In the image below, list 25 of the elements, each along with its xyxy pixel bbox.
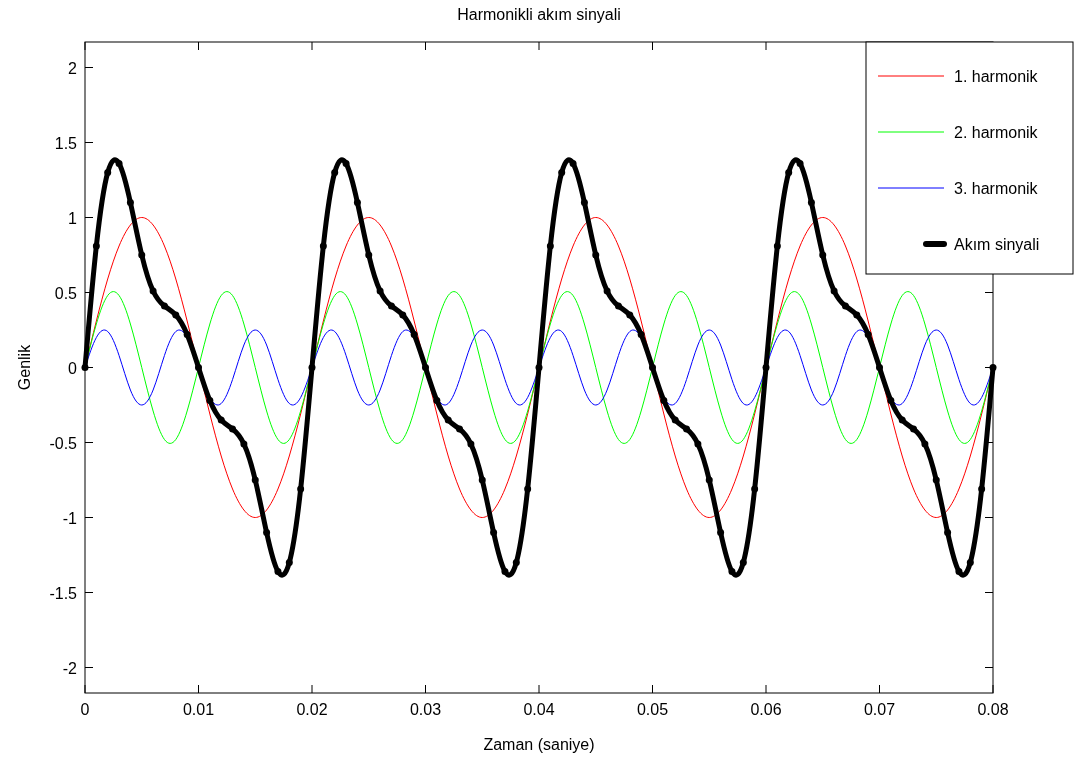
y-tick-label: 0 [68, 359, 78, 377]
legend-label: 1. harmonik [954, 68, 1039, 85]
y-tick-label: -1.5 [49, 584, 78, 602]
y-tick-label: -0.5 [49, 434, 78, 452]
x-tick-label: 0 [80, 701, 90, 718]
x-tick-label: 0.04 [523, 701, 555, 718]
legend-label: 2. harmonik [954, 124, 1039, 141]
x-axis-title: Zaman (saniye) [483, 736, 595, 753]
x-tick-label: 0.07 [863, 701, 896, 718]
y-tick-label: 1.5 [54, 134, 78, 152]
chart-title: Harmonikli akım sinyali [457, 6, 621, 23]
y-axis-title: Genlik [16, 343, 33, 391]
legend-label: Akım sinyali [954, 236, 1040, 253]
y-tick-label: -1 [62, 509, 78, 527]
x-tick-label: 0.05 [636, 701, 669, 718]
x-tick-label: 0.01 [182, 701, 215, 718]
x-tick-label: 0.03 [409, 701, 442, 718]
x-tick-label: 0.06 [750, 701, 782, 718]
legend-label: 3. harmonik [954, 180, 1039, 197]
y-tick-label: -2 [62, 659, 78, 677]
x-tick-label: 0.02 [296, 701, 328, 718]
y-tick-label: 0.5 [54, 284, 78, 302]
x-tick-label: 0.08 [977, 701, 1009, 718]
y-tick-label: 2 [68, 59, 78, 77]
y-tick-label: 1 [68, 209, 78, 227]
